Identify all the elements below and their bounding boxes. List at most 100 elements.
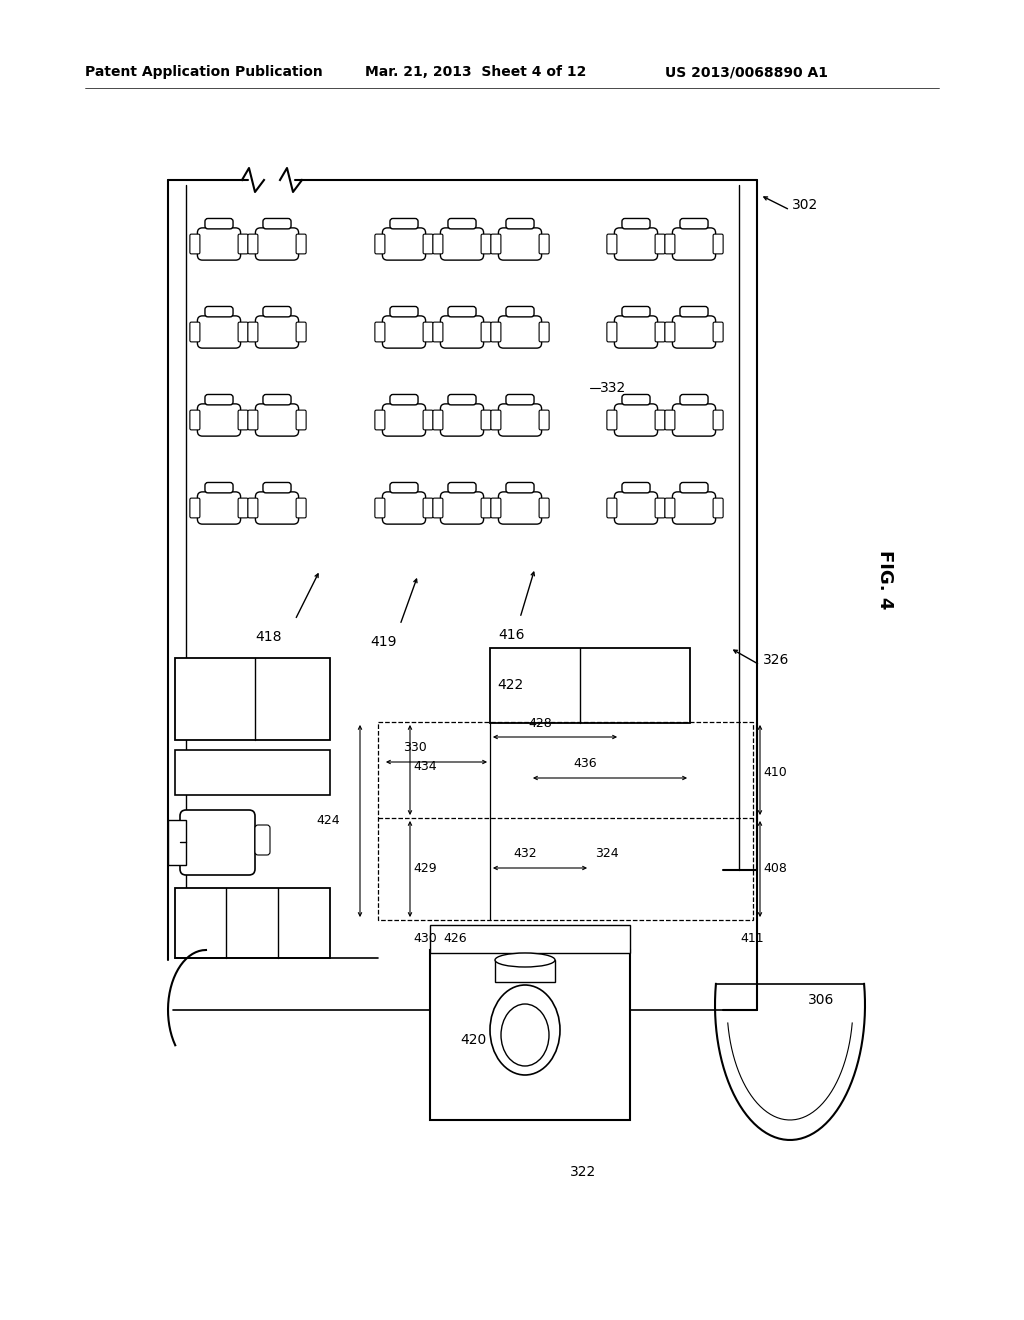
- FancyBboxPatch shape: [198, 404, 241, 436]
- FancyBboxPatch shape: [239, 234, 248, 253]
- FancyBboxPatch shape: [255, 492, 299, 524]
- Ellipse shape: [501, 1005, 549, 1067]
- FancyBboxPatch shape: [205, 483, 233, 492]
- FancyBboxPatch shape: [239, 322, 248, 342]
- FancyBboxPatch shape: [506, 395, 535, 405]
- FancyBboxPatch shape: [263, 306, 291, 317]
- FancyBboxPatch shape: [680, 483, 708, 492]
- FancyBboxPatch shape: [375, 498, 385, 517]
- FancyBboxPatch shape: [622, 395, 650, 405]
- Text: 436: 436: [573, 756, 597, 770]
- Text: 429: 429: [413, 862, 436, 874]
- Bar: [168, 820, 186, 865]
- Bar: [175, 750, 330, 795]
- Text: 432: 432: [513, 847, 537, 861]
- FancyBboxPatch shape: [375, 322, 385, 342]
- FancyBboxPatch shape: [490, 498, 501, 517]
- Text: 410: 410: [763, 766, 786, 779]
- Text: 326: 326: [763, 653, 790, 667]
- FancyBboxPatch shape: [539, 322, 549, 342]
- Bar: [495, 960, 555, 982]
- FancyBboxPatch shape: [433, 411, 443, 430]
- Text: 418: 418: [255, 630, 282, 644]
- Text: FIG. 4: FIG. 4: [876, 550, 894, 610]
- Text: 306: 306: [808, 993, 835, 1007]
- FancyBboxPatch shape: [490, 411, 501, 430]
- Bar: [430, 925, 630, 953]
- FancyBboxPatch shape: [614, 404, 657, 436]
- FancyBboxPatch shape: [506, 306, 535, 317]
- FancyBboxPatch shape: [390, 219, 418, 228]
- FancyBboxPatch shape: [614, 315, 657, 348]
- FancyBboxPatch shape: [390, 306, 418, 317]
- FancyBboxPatch shape: [447, 219, 476, 228]
- FancyBboxPatch shape: [198, 228, 241, 260]
- FancyBboxPatch shape: [539, 234, 549, 253]
- FancyBboxPatch shape: [447, 306, 476, 317]
- FancyBboxPatch shape: [390, 395, 418, 405]
- Text: Patent Application Publication: Patent Application Publication: [85, 65, 323, 79]
- Text: 424: 424: [316, 814, 340, 828]
- FancyBboxPatch shape: [433, 234, 443, 253]
- Text: 322: 322: [570, 1166, 596, 1179]
- FancyBboxPatch shape: [506, 219, 535, 228]
- FancyBboxPatch shape: [622, 219, 650, 228]
- FancyBboxPatch shape: [614, 492, 657, 524]
- FancyBboxPatch shape: [296, 322, 306, 342]
- Text: 426: 426: [443, 932, 467, 945]
- FancyBboxPatch shape: [296, 498, 306, 517]
- FancyBboxPatch shape: [255, 404, 299, 436]
- FancyBboxPatch shape: [382, 404, 426, 436]
- FancyBboxPatch shape: [263, 483, 291, 492]
- FancyBboxPatch shape: [263, 219, 291, 228]
- FancyBboxPatch shape: [481, 322, 492, 342]
- FancyBboxPatch shape: [655, 322, 666, 342]
- FancyBboxPatch shape: [255, 825, 270, 855]
- Bar: [430, 950, 630, 1119]
- FancyBboxPatch shape: [713, 498, 723, 517]
- FancyBboxPatch shape: [499, 492, 542, 524]
- FancyBboxPatch shape: [713, 322, 723, 342]
- FancyBboxPatch shape: [607, 498, 616, 517]
- FancyBboxPatch shape: [655, 498, 666, 517]
- FancyBboxPatch shape: [189, 498, 200, 517]
- Text: 434: 434: [413, 760, 436, 774]
- FancyBboxPatch shape: [375, 411, 385, 430]
- FancyBboxPatch shape: [263, 395, 291, 405]
- Text: 302: 302: [792, 198, 818, 213]
- FancyBboxPatch shape: [390, 483, 418, 492]
- Text: 419: 419: [370, 635, 396, 649]
- Text: 408: 408: [763, 862, 786, 874]
- FancyBboxPatch shape: [440, 492, 483, 524]
- FancyBboxPatch shape: [680, 395, 708, 405]
- Text: US 2013/0068890 A1: US 2013/0068890 A1: [665, 65, 828, 79]
- FancyBboxPatch shape: [499, 228, 542, 260]
- FancyBboxPatch shape: [382, 228, 426, 260]
- Text: 428: 428: [528, 717, 552, 730]
- Ellipse shape: [495, 953, 555, 968]
- Text: 430: 430: [413, 932, 437, 945]
- FancyBboxPatch shape: [490, 322, 501, 342]
- FancyBboxPatch shape: [481, 498, 492, 517]
- FancyBboxPatch shape: [673, 404, 716, 436]
- FancyBboxPatch shape: [205, 219, 233, 228]
- FancyBboxPatch shape: [499, 315, 542, 348]
- FancyBboxPatch shape: [440, 228, 483, 260]
- FancyBboxPatch shape: [614, 228, 657, 260]
- FancyBboxPatch shape: [481, 234, 492, 253]
- FancyBboxPatch shape: [680, 306, 708, 317]
- FancyBboxPatch shape: [180, 810, 255, 875]
- FancyBboxPatch shape: [423, 411, 433, 430]
- FancyBboxPatch shape: [423, 322, 433, 342]
- FancyBboxPatch shape: [665, 498, 675, 517]
- Ellipse shape: [490, 985, 560, 1074]
- FancyBboxPatch shape: [655, 411, 666, 430]
- FancyBboxPatch shape: [665, 411, 675, 430]
- Bar: [175, 888, 330, 958]
- FancyBboxPatch shape: [248, 234, 258, 253]
- FancyBboxPatch shape: [447, 395, 476, 405]
- Text: 332: 332: [600, 381, 627, 395]
- FancyBboxPatch shape: [506, 483, 535, 492]
- Text: 422: 422: [497, 678, 523, 692]
- FancyBboxPatch shape: [423, 498, 433, 517]
